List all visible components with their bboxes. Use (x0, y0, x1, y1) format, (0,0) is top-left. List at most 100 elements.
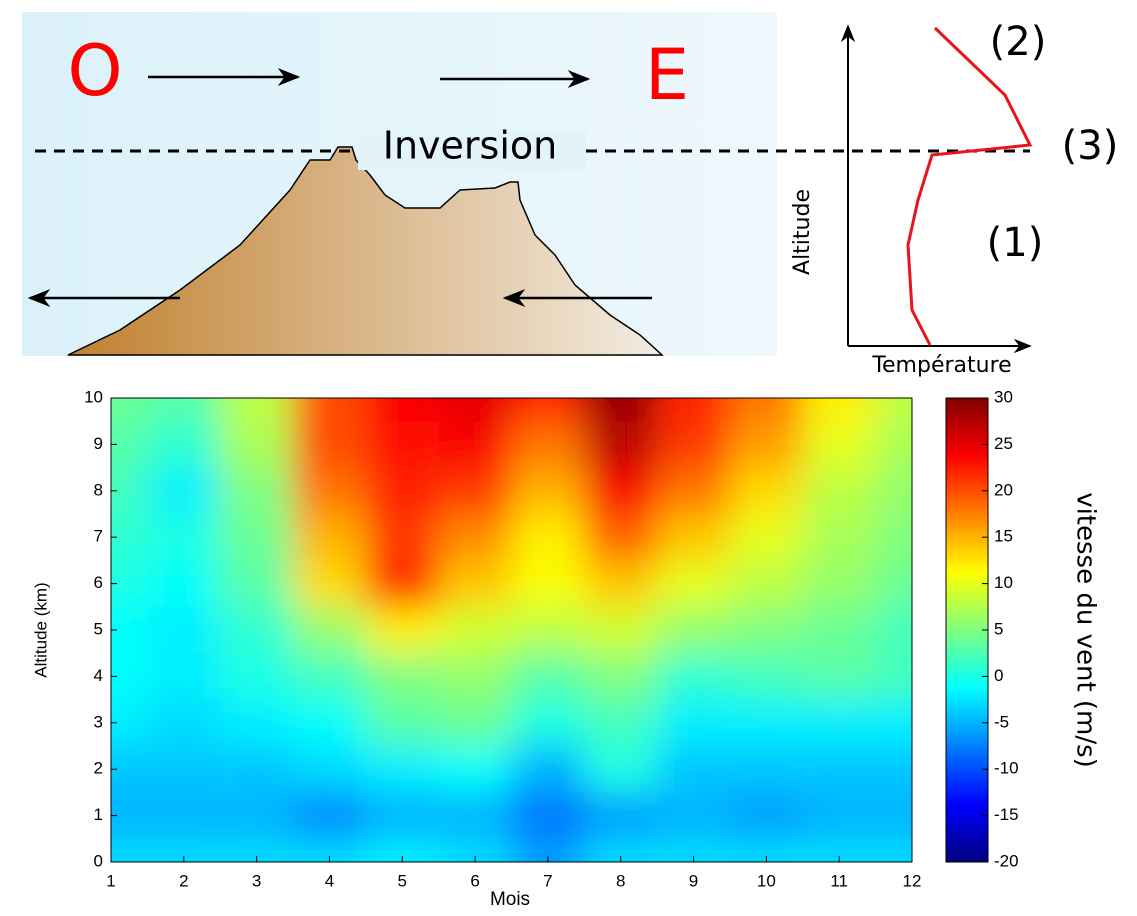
heatmap-cell (729, 398, 803, 422)
colorbar-tick-label: -20 (994, 851, 1019, 870)
heatmap-cell (293, 467, 366, 514)
heatmap-cell (147, 606, 221, 654)
x-tick-label: 2 (179, 871, 188, 890)
x-tick-label: 3 (252, 871, 261, 890)
inversion-label: Inversion (383, 124, 557, 168)
heatmap-cell (293, 699, 366, 746)
heatmap-cell (147, 746, 221, 793)
heatmap-cell (438, 746, 512, 793)
x-tick-label: 12 (903, 871, 922, 890)
heatmap-cell (657, 421, 730, 468)
heatmap-cell (511, 514, 585, 561)
x-axis-label: Mois (490, 889, 530, 910)
heatmap-cell (365, 398, 439, 422)
heatmap-cell (511, 653, 585, 700)
heatmap-cell (111, 746, 148, 793)
heatmap-cell (802, 560, 876, 607)
heatmap-cell (657, 560, 730, 607)
heatmap-cell (511, 398, 585, 422)
heatmap-cell (438, 838, 512, 862)
heatmap-cell (293, 514, 366, 561)
heatmap-cell (293, 398, 366, 422)
y-tick-label: 10 (84, 387, 103, 406)
heatmap-cell (111, 792, 148, 839)
heatmap-cell (875, 838, 912, 862)
heatmap-cell (147, 653, 221, 700)
layer-label: (2) (990, 19, 1047, 65)
heatmap-cell (147, 514, 221, 561)
heatmap-cell (875, 398, 912, 422)
heatmap-cell (293, 746, 366, 793)
heatmap-cell (438, 606, 512, 654)
y-axis-label: Altitude (km) (31, 582, 50, 677)
heatmap-cell (802, 653, 876, 700)
x-tick-label: 6 (470, 871, 479, 890)
heatmap-cell (147, 398, 221, 422)
heatmap-cell (147, 699, 221, 746)
heatmap-cell (584, 606, 658, 654)
heatmap-cell (584, 838, 658, 862)
heatmap-cell (729, 467, 803, 514)
heatmap-cell (657, 606, 730, 654)
heatmap-cell (220, 606, 294, 654)
heatmap-cell (511, 838, 585, 862)
colorbar-label: vitesse du vent (m/s) (1071, 492, 1101, 768)
heatmap-cell (584, 792, 658, 839)
heatmap-cell (111, 653, 148, 700)
heatmap-cell (875, 560, 912, 607)
heatmap-cell (802, 699, 876, 746)
heatmap-cell (111, 560, 148, 607)
heatmap-cell (438, 514, 512, 561)
y-tick-label: 3 (94, 712, 103, 731)
colorbar-tick-label: 10 (994, 573, 1013, 592)
heatmap-cell (657, 838, 730, 862)
heatmap-cell (293, 560, 366, 607)
heatmap-cell (220, 421, 294, 468)
heatmap-cell (147, 421, 221, 468)
heatmap-cell (293, 838, 366, 862)
x-tick-label: 11 (830, 871, 848, 890)
heatmap-cell (147, 467, 221, 514)
colorbar-tick-label: 5 (994, 619, 1003, 638)
heatmap-cell (220, 560, 294, 607)
x-tick-label: 10 (757, 871, 776, 890)
heatmap-cell (802, 467, 876, 514)
heatmap-cell (220, 514, 294, 561)
heatmap-cell (220, 653, 294, 700)
heatmap-cell (438, 421, 512, 468)
profile-x-label: Température (871, 353, 1011, 378)
heatmap-cell (584, 398, 658, 422)
y-tick-label: 8 (94, 480, 103, 499)
heatmap-cell (111, 398, 148, 422)
heatmap-cell (438, 398, 512, 422)
y-tick-label: 5 (94, 619, 103, 638)
heatmap-cell (511, 560, 585, 607)
heatmap-cell (365, 560, 439, 607)
heatmap-cell (657, 699, 730, 746)
east-label: E (645, 34, 689, 116)
heatmap-cell (365, 653, 439, 700)
heatmap-cell (365, 746, 439, 793)
heatmap-cell (729, 606, 803, 654)
heatmap-cell (729, 653, 803, 700)
heatmap-cell (511, 421, 585, 468)
heatmap-cell (657, 792, 730, 839)
west-label: O (67, 30, 122, 112)
heatmap-cell (584, 514, 658, 561)
heatmap-cell (365, 467, 439, 514)
colorbar-tick-label: -10 (994, 759, 1019, 778)
heatmap-cell (111, 699, 148, 746)
x-tick-label: 7 (543, 871, 552, 890)
heatmap-cell (111, 514, 148, 561)
y-tick-label: 1 (94, 805, 103, 824)
heatmap-cell (511, 792, 585, 839)
heatmap-cell (584, 421, 658, 468)
heatmap-cell (729, 746, 803, 793)
x-tick-label: 1 (106, 871, 115, 890)
heatmap-cell (511, 746, 585, 793)
heatmap-cell (365, 514, 439, 561)
heatmap-cell (802, 398, 876, 422)
profile-y-label: Altitude (790, 189, 815, 275)
heatmap-cell (438, 560, 512, 607)
heatmap-cell (111, 421, 148, 468)
